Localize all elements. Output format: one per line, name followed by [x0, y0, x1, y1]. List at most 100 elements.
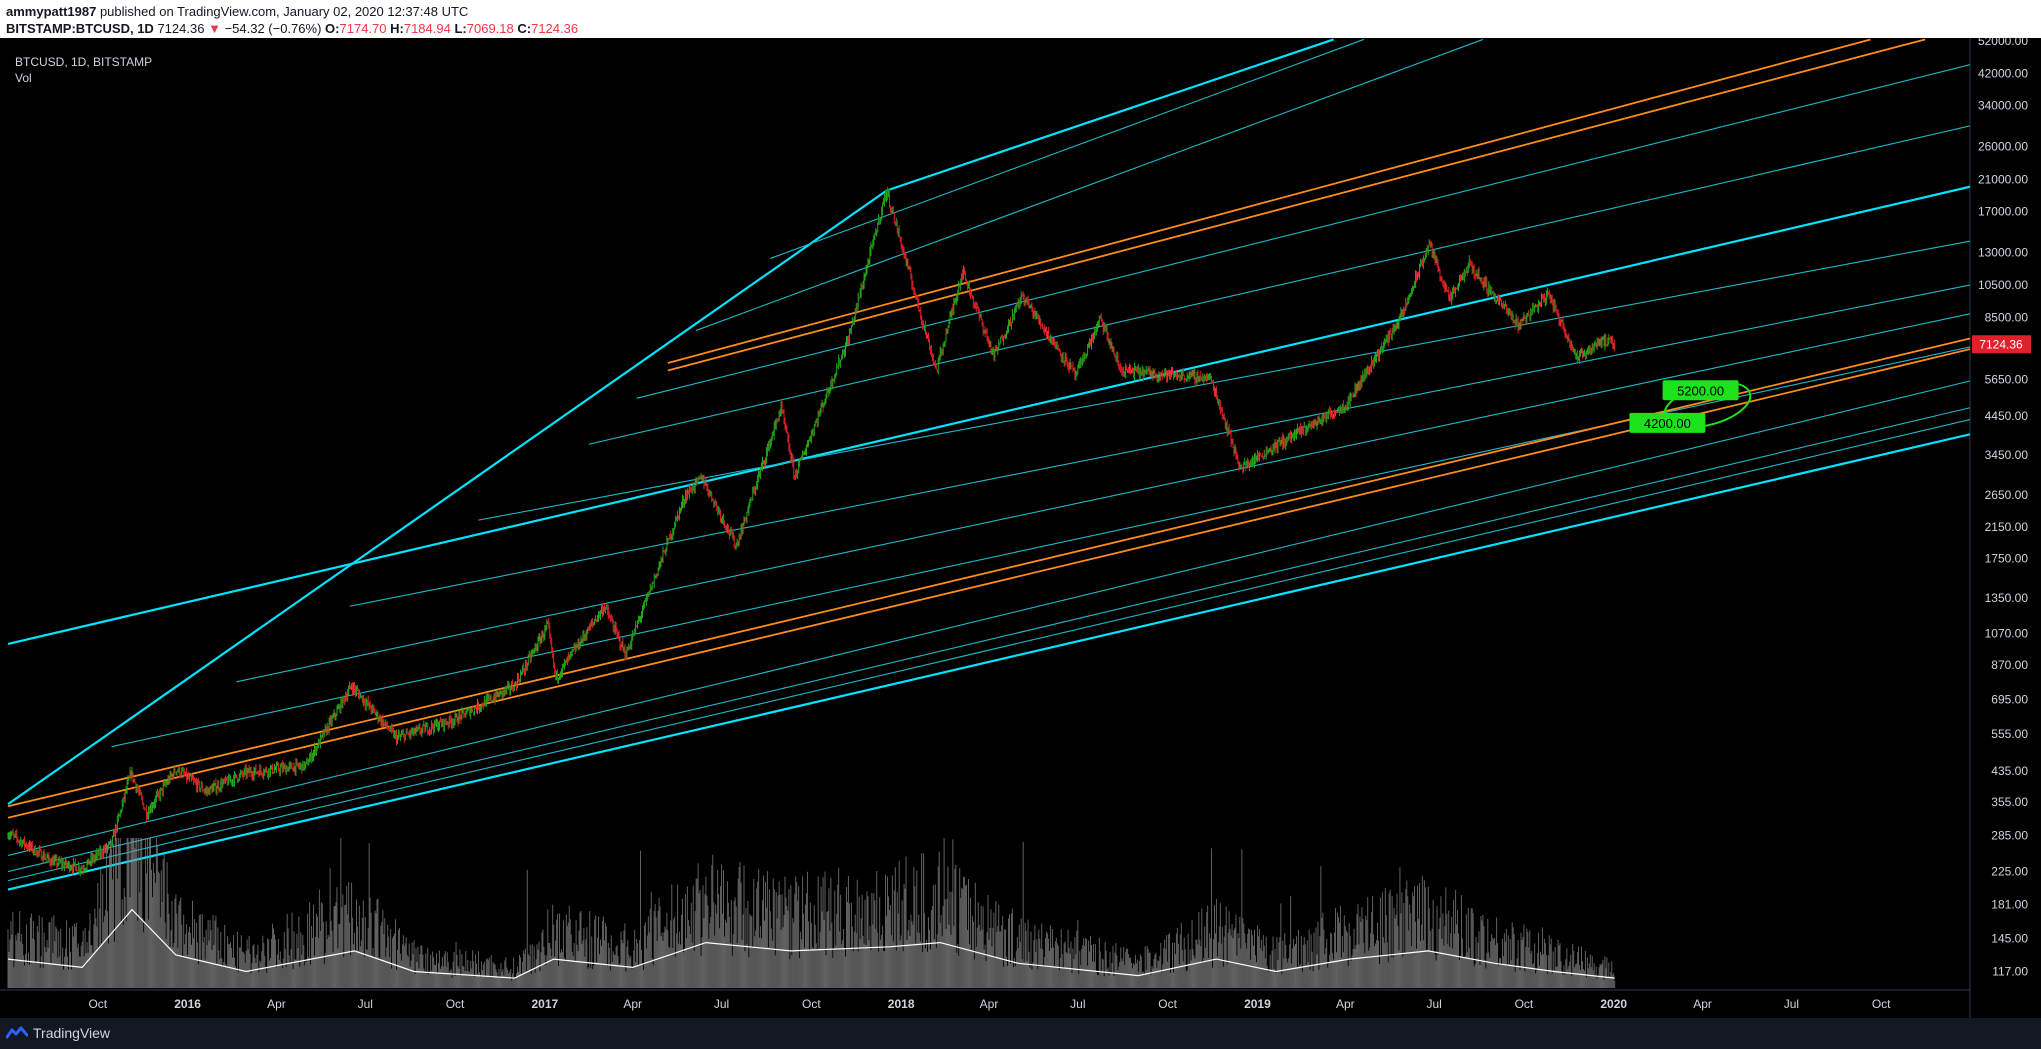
publish-info-line: ammypatt1987 published on TradingView.co…	[6, 4, 468, 19]
y-tick-label: 435.00	[1991, 764, 2028, 778]
y-tick-label: 1350.00	[1985, 591, 2029, 605]
channel-line-inner	[236, 313, 1970, 683]
x-tick-label: Jul	[1784, 997, 1799, 1011]
x-tick-label: Apr	[267, 997, 286, 1011]
last-price-tag	[1972, 335, 2031, 354]
candles	[7, 186, 1616, 877]
x-tick-label: Jul	[358, 997, 373, 1011]
last-price: 7124.36	[157, 21, 205, 36]
channel-line-inner	[588, 125, 1970, 445]
y-tick-label: 21000.00	[1978, 172, 2028, 186]
price-annotation: 5200.00	[1662, 380, 1739, 401]
y-tick-label: 2150.00	[1985, 520, 2029, 534]
x-tick-label: Jul	[714, 997, 729, 1011]
channel-line-orange	[667, 38, 1926, 372]
y-tick-label: 10500.00	[1978, 278, 2028, 292]
channel-line-inner	[636, 64, 1970, 399]
x-tick-label: Oct	[446, 997, 465, 1011]
volume-ma-line	[7, 908, 1615, 979]
channel-line-inner	[7, 419, 1970, 882]
y-tick-label: 34000.00	[1978, 99, 2028, 113]
author-name[interactable]: ammypatt1987	[6, 4, 97, 19]
x-tick-label: 2019	[1244, 997, 1271, 1011]
channel-line-main	[7, 185, 1970, 645]
low-value: 7069.18	[466, 21, 514, 36]
y-tick-label: 355.00	[1991, 795, 2028, 809]
open-label: O:	[325, 21, 340, 36]
y-tick-label: 145.00	[1991, 932, 2028, 946]
annotation-box	[1662, 380, 1739, 401]
x-tick-label: Apr	[980, 997, 999, 1011]
annotation-label: 5200.00	[1677, 383, 1724, 398]
y-tick-label: 52000.00	[1978, 38, 2028, 48]
x-tick-label: 2017	[532, 997, 559, 1011]
y-tick-label: 225.00	[1991, 865, 2028, 879]
channel-line-inner	[349, 284, 1970, 607]
close-value: 7124.36	[531, 21, 579, 36]
tradingview-brand[interactable]: TradingView	[33, 1025, 111, 1041]
channel-line-inner	[111, 346, 1970, 748]
channel-line-orange	[667, 38, 1871, 364]
price-change: −54.32 (−0.76%)	[224, 21, 322, 36]
x-tick-label: Apr	[1336, 997, 1355, 1011]
y-tick-label: 870.00	[1991, 658, 2028, 672]
channel-line-orange	[7, 337, 1970, 808]
close-label: C:	[517, 21, 532, 36]
ohlc-line: BITSTAMP:BTCUSD, 1D 7124.36 ▼ −54.32 (−0…	[6, 21, 578, 36]
publish-header: ammypatt1987 published on TradingView.co…	[0, 0, 2041, 38]
last-price-label: 7124.36	[1979, 337, 2023, 351]
volume-bars	[7, 838, 1616, 988]
x-tick-label: Apr	[1693, 997, 1712, 1011]
y-tick-label: 42000.00	[1978, 67, 2028, 81]
y-tick-label: 2650.00	[1985, 488, 2029, 502]
y-tick-label: 695.00	[1991, 692, 2028, 706]
y-tick-label: 13000.00	[1978, 245, 2028, 259]
y-tick-label: 1750.00	[1985, 551, 2029, 565]
x-tick-label: Oct	[1515, 997, 1534, 1011]
y-tick-label: 26000.00	[1978, 140, 2028, 154]
y-tick-label: 181.00	[1991, 898, 2028, 912]
chart-legend: BTCUSD, 1D, BITSTAMP Vol	[15, 54, 152, 86]
tradingview-logo-icon	[6, 1026, 28, 1039]
annotation-label: 4200.00	[1644, 416, 1691, 431]
y-tick-label: 117.00	[1992, 964, 2028, 978]
price-chart[interactable]: 52000.00 42000.00 34000.00 26000.00 21000.00…	[0, 38, 2041, 1018]
y-tick-label: 5650.00	[1985, 373, 2029, 387]
y-tick-label: 285.00	[1991, 828, 2028, 842]
high-value: 7184.94	[403, 21, 451, 36]
x-tick-label: Jul	[1070, 997, 1085, 1011]
x-tick-label: Oct	[88, 997, 107, 1011]
x-tick-label: Oct	[1158, 997, 1177, 1011]
channel-line-inner	[695, 38, 1484, 331]
channel-line-main	[7, 433, 1970, 891]
channel-line-inner	[770, 38, 1365, 259]
channel-lines	[7, 38, 1970, 891]
x-tick-label: Apr	[623, 997, 642, 1011]
y-tick-label: 8500.00	[1985, 310, 2029, 324]
channel-line-main	[886, 38, 1334, 192]
y-tick-label: 555.00	[1991, 727, 2028, 741]
y-tick-label: 17000.00	[1978, 205, 2028, 219]
channel-line-inner	[7, 407, 1970, 873]
annotation-box	[1629, 412, 1706, 433]
high-label: H:	[390, 21, 404, 36]
change-arrow-icon: ▼	[208, 21, 221, 36]
x-tick-label: 2018	[888, 997, 915, 1011]
published-text: published on TradingView.com, January 02…	[99, 4, 469, 19]
y-tick-label: 3450.00	[1985, 448, 2029, 462]
x-tick-label: Oct	[1872, 997, 1891, 1011]
y-tick-label: 4450.00	[1985, 409, 2029, 423]
price-annotation: 4200.00	[1629, 412, 1706, 433]
x-tick-label: 2016	[174, 997, 201, 1011]
footer-bar: TradingView	[0, 1018, 2041, 1049]
x-tick-label: Oct	[802, 997, 821, 1011]
legend-volume-indicator[interactable]: Vol	[15, 71, 32, 85]
low-label: L:	[454, 21, 467, 36]
legend-title: BTCUSD, 1D, BITSTAMP	[15, 55, 153, 69]
x-tick-label: 2020	[1600, 997, 1627, 1011]
symbol-label: BITSTAMP:BTCUSD, 1D	[6, 21, 154, 36]
open-value: 7174.70	[339, 21, 387, 36]
channel-line-inner	[478, 240, 1970, 521]
x-tick-label: Jul	[1426, 997, 1441, 1011]
channel-line-inner	[7, 380, 1970, 856]
